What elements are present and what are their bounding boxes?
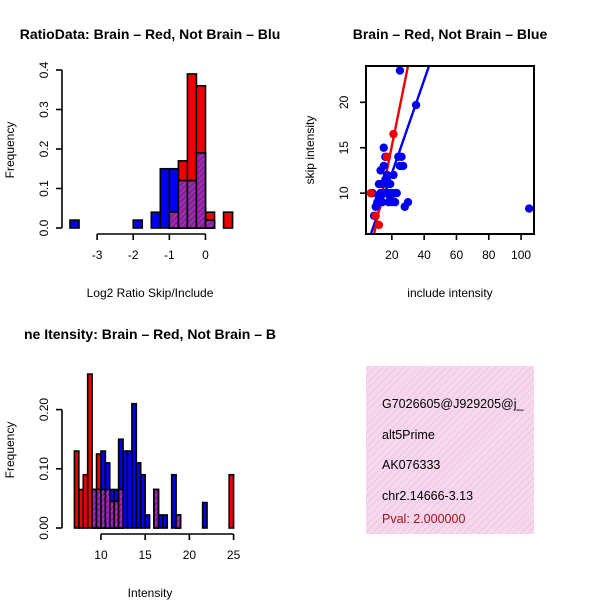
scatter-point-not-brain: [411, 100, 421, 110]
intensity-histogram-xlabel: Intensity: [128, 586, 173, 600]
scatter-point-not-brain: [398, 161, 408, 171]
ratio-bar-overlap: [195, 152, 207, 229]
intensity-histogram-title: ne Itensity: Brain – Red, Not Brain – B: [24, 326, 276, 342]
scatter-x-tick-label: 40: [417, 248, 431, 262]
scatter-point-not-brain: [379, 161, 388, 171]
ratio-bar-not-brain: [159, 167, 171, 229]
ratio-bar-brain: [222, 211, 234, 229]
ratio-x-tick-label: -2: [128, 248, 139, 262]
info-line-location: chr2.14666-3.13: [382, 489, 473, 503]
intensity-x-tick-label: 25: [227, 548, 241, 562]
ratio-bar-overlap: [204, 219, 216, 229]
scatter-point-not-brain: [397, 152, 406, 162]
intensity-bar-overlap: [117, 488, 124, 529]
ratio-y-tick-label: 0.2: [37, 140, 51, 157]
scatter-point-brain: [382, 152, 392, 162]
scatter-point-not-brain: [377, 198, 387, 207]
scatter-y-tick-label: 15: [337, 141, 351, 155]
scatter-point-brain: [374, 220, 384, 230]
scatter-x-tick-label: 100: [511, 248, 531, 262]
intensity-bar-not-brain: [139, 473, 146, 529]
scatter-x-tick-label: 80: [482, 248, 496, 262]
scatter-point-not-brain: [392, 188, 401, 198]
info-line-pval: Pval: 2.000000: [382, 512, 465, 526]
intensity-bar-not-brain: [170, 473, 177, 529]
ratio-bar-not-brain: [132, 219, 144, 229]
intensity-y-tick-label: 0.10: [37, 457, 51, 481]
scatter-point-not-brain: [403, 198, 413, 207]
ratio-y-tick-label: 0.4: [37, 61, 51, 78]
ratio-bar-not-brain: [150, 211, 162, 229]
scatter-point-not-brain: [381, 175, 390, 184]
ratio-y-tick-label: 0.1: [37, 180, 51, 197]
scatter-point-not-brain: [524, 204, 534, 213]
ratio-bar-not-brain: [69, 219, 80, 229]
info-box-background: [366, 366, 534, 534]
scatter-point-not-brain: [386, 193, 395, 202]
ratio-bar-overlap: [177, 179, 189, 229]
intensity-bar-brain: [228, 473, 235, 529]
intensity-histogram: ne Itensity: Brain – Red, Not Brain – B …: [3, 326, 276, 600]
intensity-bar-overlap: [153, 488, 160, 529]
intensity-y-tick-label: 0.00: [37, 516, 51, 540]
intensity-y-tick-label: 0.20: [37, 398, 51, 422]
scatter-point-brain: [371, 211, 380, 221]
ratio-x-tick-label: -3: [92, 248, 103, 262]
intensity-histogram-ylabel: Frequency: [3, 422, 17, 479]
intensity-x-tick-label: 15: [138, 548, 152, 562]
intensity-x-tick-label: 10: [94, 548, 108, 562]
intensity-bar-not-brain: [162, 514, 169, 529]
ratio-histogram-title: RatioData: Brain – Red, Not Brain – Blu: [20, 26, 281, 42]
intensity-bar-overlap: [175, 514, 182, 529]
scatter-x-tick-label: 60: [450, 248, 464, 262]
intensity-scatter-ylabel: skip intensity: [303, 116, 317, 185]
info-line-event-type: alt5Prime: [382, 428, 435, 442]
scatter-point-brain: [366, 188, 376, 198]
intensity-bar-not-brain: [201, 501, 208, 529]
scatter-y-tick-label: 20: [337, 95, 351, 109]
scatter-y-tick-label: 10: [337, 186, 351, 200]
scatter-point-not-brain: [389, 170, 398, 180]
scatter-point-brain: [389, 129, 398, 139]
scatter-frame: [365, 65, 535, 235]
intensity-scatter-xlabel: include intensity: [407, 286, 492, 300]
info-line-probe-id: G7026605@J929205@j_: [382, 397, 525, 411]
scatter-point-not-brain: [379, 143, 388, 152]
ratio-histogram-ylabel: Frequency: [3, 122, 17, 179]
intensity-scatter: Brain – Red, Not Brain – Blue include in…: [303, 26, 547, 300]
intensity-bar-not-brain: [144, 514, 151, 529]
ratio-bar-overlap: [186, 179, 198, 229]
scatter-point-not-brain: [395, 66, 405, 75]
info-line-accession: AK076333: [382, 458, 440, 472]
scatter-x-tick-label: 20: [385, 248, 399, 262]
intensity-bar-brain: [86, 373, 93, 529]
ratio-histogram-xlabel: Log2 Ratio Skip/Include: [87, 286, 214, 300]
info-box: G7026605@J929205@j_ alt5Prime AK076333 c…: [366, 366, 534, 534]
ratio-bar-overlap: [168, 211, 180, 229]
intensity-x-tick-label: 20: [183, 548, 197, 562]
ratio-x-tick-label: 0: [202, 248, 209, 262]
intensity-scatter-title: Brain – Red, Not Brain – Blue: [353, 26, 548, 42]
ratio-y-tick-label: 0.0: [37, 219, 51, 236]
ratio-histogram: RatioData: Brain – Red, Not Brain – Blu …: [3, 26, 280, 300]
ratio-x-tick-label: -1: [164, 248, 175, 262]
scatter-point-not-brain: [377, 188, 387, 198]
ratio-y-tick-label: 0.3: [37, 101, 51, 118]
